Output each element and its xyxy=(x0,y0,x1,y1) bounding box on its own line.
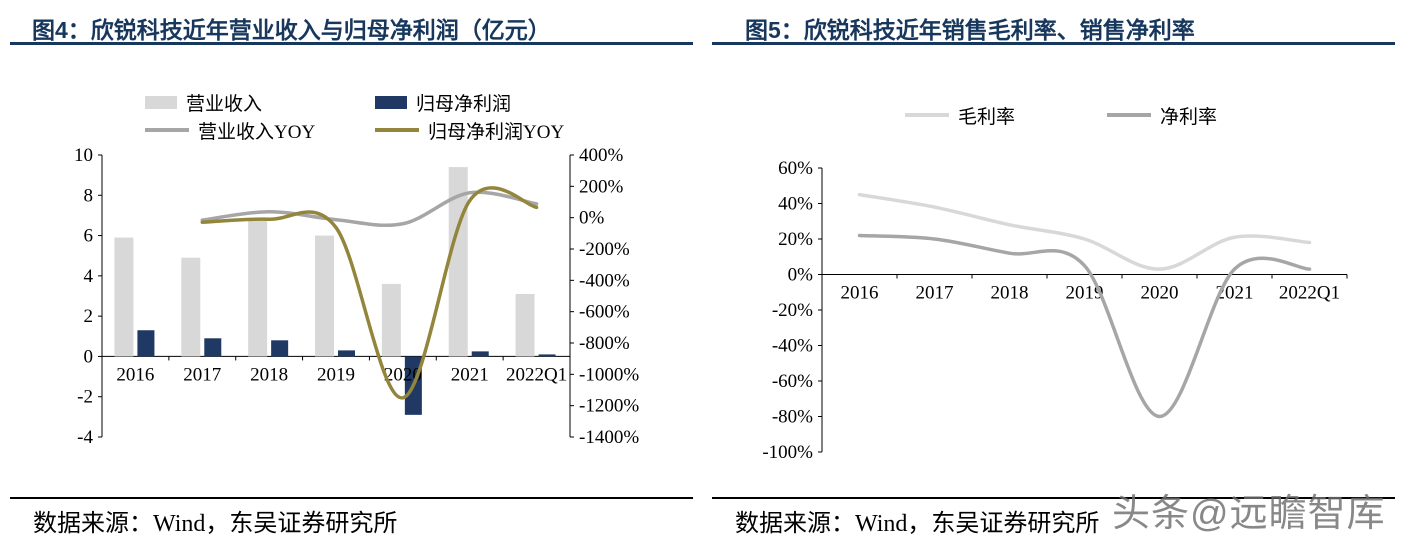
left-axis-tick-label: 0 xyxy=(84,346,94,367)
net-profit-yoy-line-swatch xyxy=(375,128,419,132)
figure4-chart: 10 8 6 4 2 0 -2 -4 400% 200% 0% -200% -400% -600% -800… xyxy=(74,145,639,448)
right-axis-tick-label: -600% xyxy=(579,302,630,323)
x-axis-label: 2020 xyxy=(1141,283,1179,304)
x-axis-label: 2019 xyxy=(1066,283,1104,304)
figure4-legend: 营业收入 归母净利润 营业收入YOY 归母净利润YOY xyxy=(145,90,565,143)
right-axis-tick-label: -400% xyxy=(579,270,630,291)
right-axis-tick-label: 0% xyxy=(579,208,605,229)
gross-margin-line xyxy=(857,192,1312,271)
x-axis-label: 2018 xyxy=(991,283,1029,304)
revenue-bar xyxy=(114,237,134,357)
net-margin-line-swatch xyxy=(1107,113,1152,117)
net-profit-bar xyxy=(204,338,222,357)
revenue-bar-swatch xyxy=(145,95,177,109)
watermark: 头条@远瞻智库 xyxy=(1112,493,1386,535)
revenue-bar xyxy=(248,219,268,357)
right-axis-tick-label: -200% xyxy=(579,239,630,260)
x-axis-label: 2016 xyxy=(841,283,879,304)
y-axis-tick-label: -40% xyxy=(772,336,813,357)
left-axis-tick-label: 10 xyxy=(74,145,93,166)
legend-item-net-profit: 归母净利润 xyxy=(375,90,564,115)
net-profit-bar xyxy=(538,354,556,357)
x-axis-label: 2022Q1 xyxy=(1279,283,1340,304)
right-axis-tick-label: 200% xyxy=(579,176,624,197)
legend-item-revenue: 营业收入 xyxy=(145,90,375,115)
y-axis-tick-label: 20% xyxy=(778,229,813,250)
left-axis-tick-label: -2 xyxy=(77,387,93,408)
right-axis-tick-label: -1000% xyxy=(579,364,639,385)
revenue-bar xyxy=(315,235,334,357)
left-axis-tick-label: 8 xyxy=(84,185,94,206)
right-axis-tick-label: -1400% xyxy=(579,427,639,448)
x-axis-label: 2020 xyxy=(384,364,422,385)
net-profit-yoy-line xyxy=(200,186,539,400)
x-axis-label: 2021 xyxy=(1216,283,1254,304)
x-axis-label: 2017 xyxy=(183,364,221,385)
x-axis-label: 2019 xyxy=(317,364,355,385)
legend-label-net-margin: 净利率 xyxy=(1160,106,1218,128)
y-axis-tick-label: -60% xyxy=(772,371,813,392)
net-margin-line xyxy=(857,233,1312,419)
figure4-source: 数据来源：Wind，东吴证券研究所 xyxy=(33,511,398,537)
figure5-title: 图5：欣锐科技近年销售毛利率、销售净利率 xyxy=(745,17,1195,43)
y-axis-tick-label: 40% xyxy=(778,194,813,215)
legend-label-net-profit: 归母净利润 xyxy=(416,93,512,115)
legend-item-net-margin: 净利率 xyxy=(1107,103,1218,128)
figure5-legend: 毛利率 净利率 xyxy=(905,103,1218,128)
legend-label-net-profit-yoy: 归母净利润YOY xyxy=(428,121,565,143)
net-profit-bar xyxy=(271,340,289,357)
net-profit-bar xyxy=(471,351,489,357)
legend-item-net-profit-yoy: 归母净利润YOY xyxy=(375,118,565,143)
right-axis-tick-label: -1200% xyxy=(579,396,639,417)
x-axis-label: 2016 xyxy=(116,364,154,385)
figure4-title-underline xyxy=(10,42,693,45)
figure4-title: 图4：欣锐科技近年营业收入与归母净利润（亿元） xyxy=(32,17,551,43)
figure5-title-underline xyxy=(712,42,1395,45)
revenue-bar xyxy=(181,257,201,357)
x-axis-label: 2021 xyxy=(451,364,489,385)
gross-margin-line-swatch xyxy=(905,113,949,117)
legend-item-revenue-yoy: 营业收入YOY xyxy=(145,118,375,143)
figure5-chart: 60% 40% 20% 0% -20% -40% -60% -80% -100% 2016 2017… xyxy=(762,158,1348,463)
legend-label-revenue: 营业收入 xyxy=(186,93,263,115)
left-axis-tick-label: 4 xyxy=(84,266,94,287)
y-axis-tick-label: -20% xyxy=(772,300,813,321)
net-profit-bar xyxy=(338,350,355,357)
revenue-yoy-line-swatch xyxy=(145,128,189,132)
x-axis-label: 2022Q1 xyxy=(506,364,567,385)
net-profit-bar-swatch xyxy=(375,95,407,109)
right-axis-tick-label: -800% xyxy=(579,333,630,354)
legend-item-gross-margin: 毛利率 xyxy=(905,103,1016,128)
net-profit-bar xyxy=(137,330,155,357)
y-axis-tick-label: -80% xyxy=(772,407,813,428)
y-axis-tick-label: -100% xyxy=(762,442,813,463)
figure5-bottom-rule xyxy=(712,497,1395,499)
figure4-bottom-rule xyxy=(10,497,693,499)
y-axis-tick-label: 0% xyxy=(788,265,814,286)
legend-label-gross-margin: 毛利率 xyxy=(958,106,1016,128)
figure5-source: 数据来源：Wind，东吴证券研究所 xyxy=(735,511,1100,537)
right-axis-tick-label: 400% xyxy=(579,145,624,166)
left-axis-tick-label: -4 xyxy=(77,427,93,448)
x-axis-label: 2017 xyxy=(916,283,954,304)
revenue-bar xyxy=(515,293,535,357)
x-axis-label: 2018 xyxy=(250,364,288,385)
left-axis-tick-label: 2 xyxy=(84,306,94,327)
revenue-bar xyxy=(381,283,401,357)
left-axis-tick-label: 6 xyxy=(84,226,94,247)
y-axis-tick-label: 60% xyxy=(778,158,813,179)
legend-label-revenue-yoy: 营业收入YOY xyxy=(198,121,316,143)
